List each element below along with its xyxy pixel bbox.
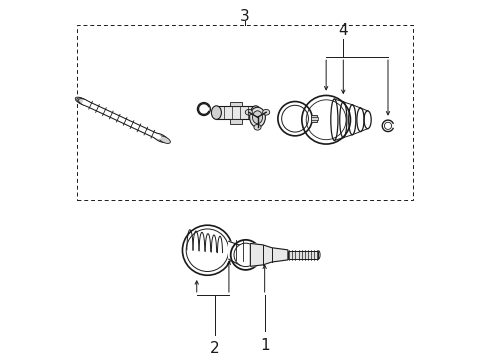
Text: 1: 1 <box>260 338 270 353</box>
Bar <box>288 251 319 259</box>
Text: 2: 2 <box>210 341 220 356</box>
Ellipse shape <box>249 107 266 127</box>
Ellipse shape <box>251 106 261 120</box>
Bar <box>230 102 242 106</box>
Ellipse shape <box>252 111 263 124</box>
Ellipse shape <box>75 97 87 105</box>
Polygon shape <box>250 243 288 266</box>
Bar <box>217 106 256 120</box>
Text: 4: 4 <box>339 23 348 37</box>
Ellipse shape <box>254 125 261 130</box>
Ellipse shape <box>153 133 168 143</box>
Bar <box>230 120 242 124</box>
Ellipse shape <box>234 243 257 267</box>
Bar <box>77 25 413 200</box>
Ellipse shape <box>211 106 221 120</box>
Ellipse shape <box>78 99 90 106</box>
Bar <box>311 116 317 122</box>
Ellipse shape <box>158 136 171 143</box>
Polygon shape <box>334 99 368 140</box>
Ellipse shape <box>263 109 270 115</box>
Polygon shape <box>250 243 288 266</box>
Text: 3: 3 <box>240 9 250 24</box>
Bar <box>311 117 318 120</box>
Ellipse shape <box>245 109 252 115</box>
Ellipse shape <box>77 98 89 105</box>
Ellipse shape <box>282 105 308 132</box>
Polygon shape <box>229 241 241 266</box>
